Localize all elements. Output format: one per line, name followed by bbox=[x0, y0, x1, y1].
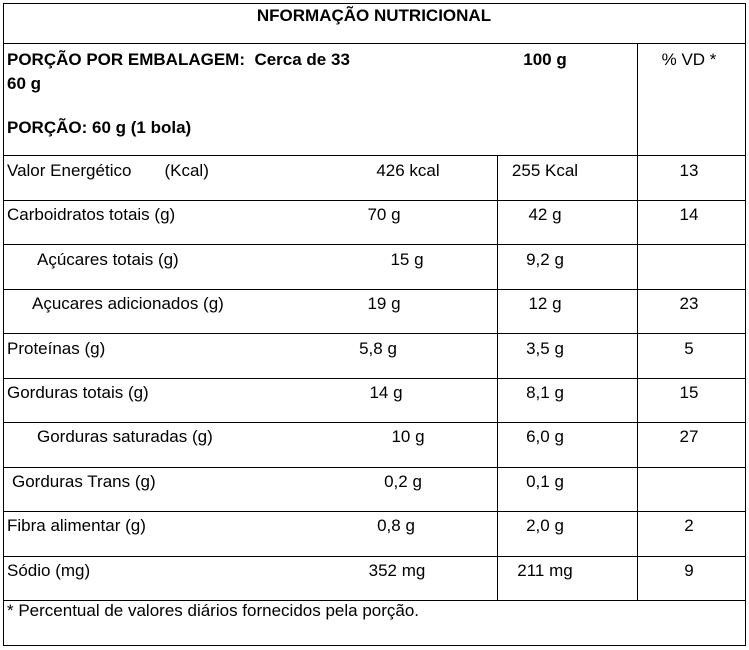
portion-value: 0,2 g bbox=[384, 471, 422, 491]
border bbox=[3, 3, 746, 4]
border bbox=[745, 3, 746, 646]
portion: PORÇÃO: 60 g (1 bola) bbox=[7, 118, 192, 137]
nutrient-name: Açucares adicionados (g) bbox=[32, 294, 224, 314]
rule bbox=[3, 289, 746, 290]
daily-value: 2 bbox=[684, 516, 694, 536]
rule bbox=[3, 155, 746, 156]
daily-value: 5 bbox=[684, 338, 694, 358]
daily-value: 14 bbox=[679, 205, 699, 225]
portion-value: 14 g bbox=[369, 383, 403, 402]
daily-value: 15 bbox=[679, 383, 699, 402]
per-100g-value: 8,1 g bbox=[526, 383, 564, 402]
serving-per-package: PORÇÃO POR EMBALAGEM: Cerca de 33 bbox=[7, 50, 350, 69]
column-header: 100 g bbox=[523, 50, 567, 69]
per-100g-value: 2,0 g bbox=[526, 516, 564, 536]
per-100g-value: 9,2 g bbox=[526, 249, 564, 269]
rule bbox=[3, 200, 746, 201]
daily-value: 23 bbox=[679, 294, 699, 314]
nutrient-name: Açúcares totais (g) bbox=[37, 249, 179, 269]
per-100g-value: 6,0 g bbox=[526, 427, 564, 447]
portion-value: 0,8 g bbox=[377, 516, 415, 536]
daily-value: 13 bbox=[679, 161, 699, 180]
portion-value: 426 kcal bbox=[376, 161, 440, 180]
nutrient-name: Proteínas (g) bbox=[7, 338, 106, 358]
rule bbox=[3, 556, 746, 557]
portion-value: 352 mg bbox=[368, 560, 426, 580]
portion-value: 19 g bbox=[367, 294, 401, 314]
column-header: % VD * bbox=[661, 50, 717, 69]
rule bbox=[3, 378, 746, 379]
rule bbox=[3, 511, 746, 512]
col-rule bbox=[497, 155, 498, 600]
nutrient-name: Sódio (mg) bbox=[7, 560, 91, 580]
rule bbox=[3, 244, 746, 245]
rule bbox=[3, 600, 746, 601]
portion-value: 70 g bbox=[367, 205, 401, 225]
per-100g-value: 0,1 g bbox=[526, 471, 564, 491]
portion-value: 10 g bbox=[391, 427, 425, 447]
nutrient-name: Gorduras Trans (g) bbox=[12, 471, 156, 491]
per-100g-value: 211 mg bbox=[517, 560, 573, 580]
footnote: * Percentual de valores diários fornecid… bbox=[7, 601, 420, 620]
per-100g-value: 3,5 g bbox=[526, 338, 564, 358]
col-rule bbox=[637, 43, 638, 600]
portion-value: 5,8 g bbox=[359, 338, 397, 358]
rule bbox=[3, 333, 746, 334]
rule bbox=[3, 422, 746, 423]
portion-value: 15 g bbox=[390, 249, 424, 269]
per-100g-value: 12 g bbox=[528, 294, 562, 314]
per-100g-value: 42 g bbox=[528, 205, 562, 225]
rule bbox=[3, 43, 746, 44]
rule bbox=[3, 467, 746, 468]
nutrient-name: Valor Energético (Kcal) bbox=[7, 161, 209, 180]
nutrient-name: Gorduras saturadas (g) bbox=[37, 427, 213, 447]
border bbox=[3, 645, 746, 646]
nutrient-name: Fibra alimentar (g) bbox=[7, 516, 146, 536]
nutrient-name: Carboidratos totais (g) bbox=[7, 205, 176, 225]
daily-value: 27 bbox=[679, 427, 699, 447]
per-100g-value: 255 Kcal bbox=[511, 161, 579, 180]
nutrient-name: Gorduras totais (g) bbox=[7, 383, 149, 402]
daily-value: 9 bbox=[684, 560, 694, 580]
serving-per-package: 60 g bbox=[7, 74, 42, 93]
title: NFORMAÇÃO NUTRICIONAL bbox=[256, 6, 492, 25]
border bbox=[3, 3, 4, 646]
